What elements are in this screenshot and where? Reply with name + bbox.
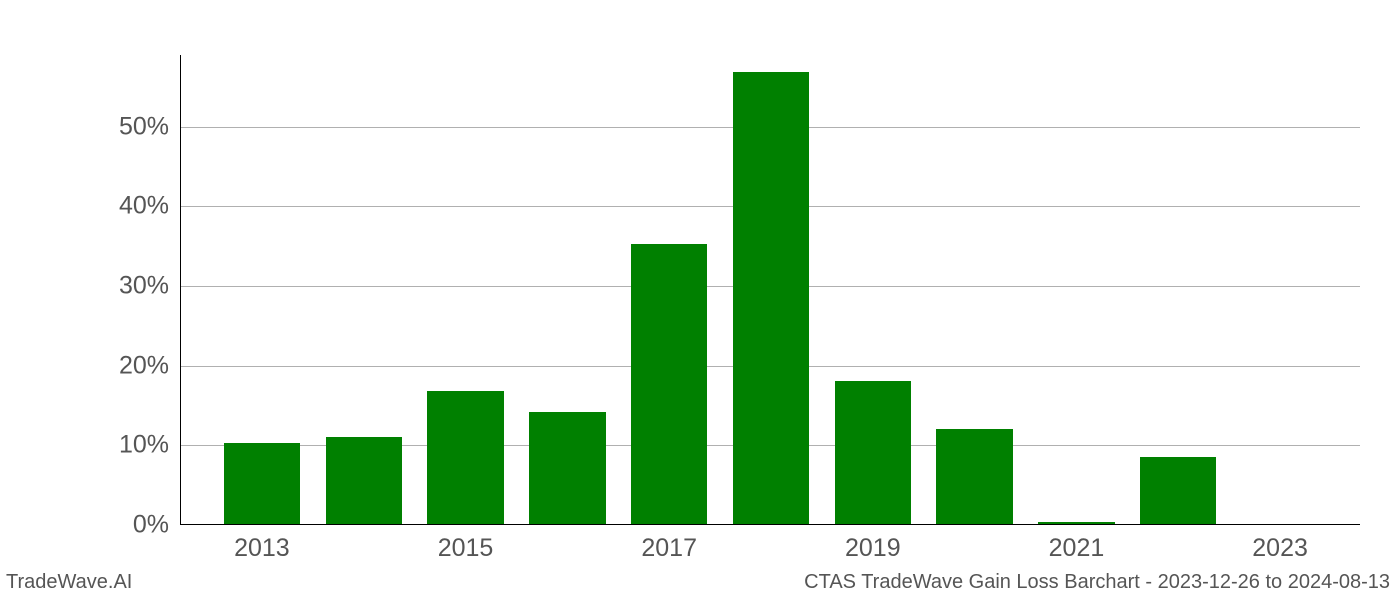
bar bbox=[529, 412, 605, 524]
bar bbox=[427, 391, 503, 524]
x-tick-label: 2017 bbox=[641, 524, 697, 563]
bar bbox=[224, 443, 300, 524]
bar bbox=[1140, 457, 1216, 524]
x-tick-label: 2021 bbox=[1049, 524, 1105, 563]
footer-left-text: TradeWave.AI bbox=[6, 571, 132, 594]
bar bbox=[835, 381, 911, 524]
bar bbox=[326, 437, 402, 524]
x-tick-label: 2023 bbox=[1252, 524, 1308, 563]
x-tick-label: 2019 bbox=[845, 524, 901, 563]
y-tick-label: 30% bbox=[119, 272, 181, 301]
plot-area: 0%10%20%30%40%50%20132015201720192021202… bbox=[180, 55, 1360, 525]
y-tick-label: 10% bbox=[119, 431, 181, 460]
footer-right-text: CTAS TradeWave Gain Loss Barchart - 2023… bbox=[804, 571, 1390, 594]
x-tick-label: 2015 bbox=[438, 524, 494, 563]
y-tick-label: 0% bbox=[133, 511, 181, 540]
y-tick-label: 20% bbox=[119, 351, 181, 380]
y-tick-label: 40% bbox=[119, 192, 181, 221]
chart-container: 0%10%20%30%40%50%20132015201720192021202… bbox=[180, 55, 1360, 525]
bar bbox=[733, 72, 809, 524]
x-tick-label: 2013 bbox=[234, 524, 290, 563]
bar bbox=[936, 429, 1012, 524]
bar bbox=[631, 244, 707, 524]
y-tick-label: 50% bbox=[119, 112, 181, 141]
